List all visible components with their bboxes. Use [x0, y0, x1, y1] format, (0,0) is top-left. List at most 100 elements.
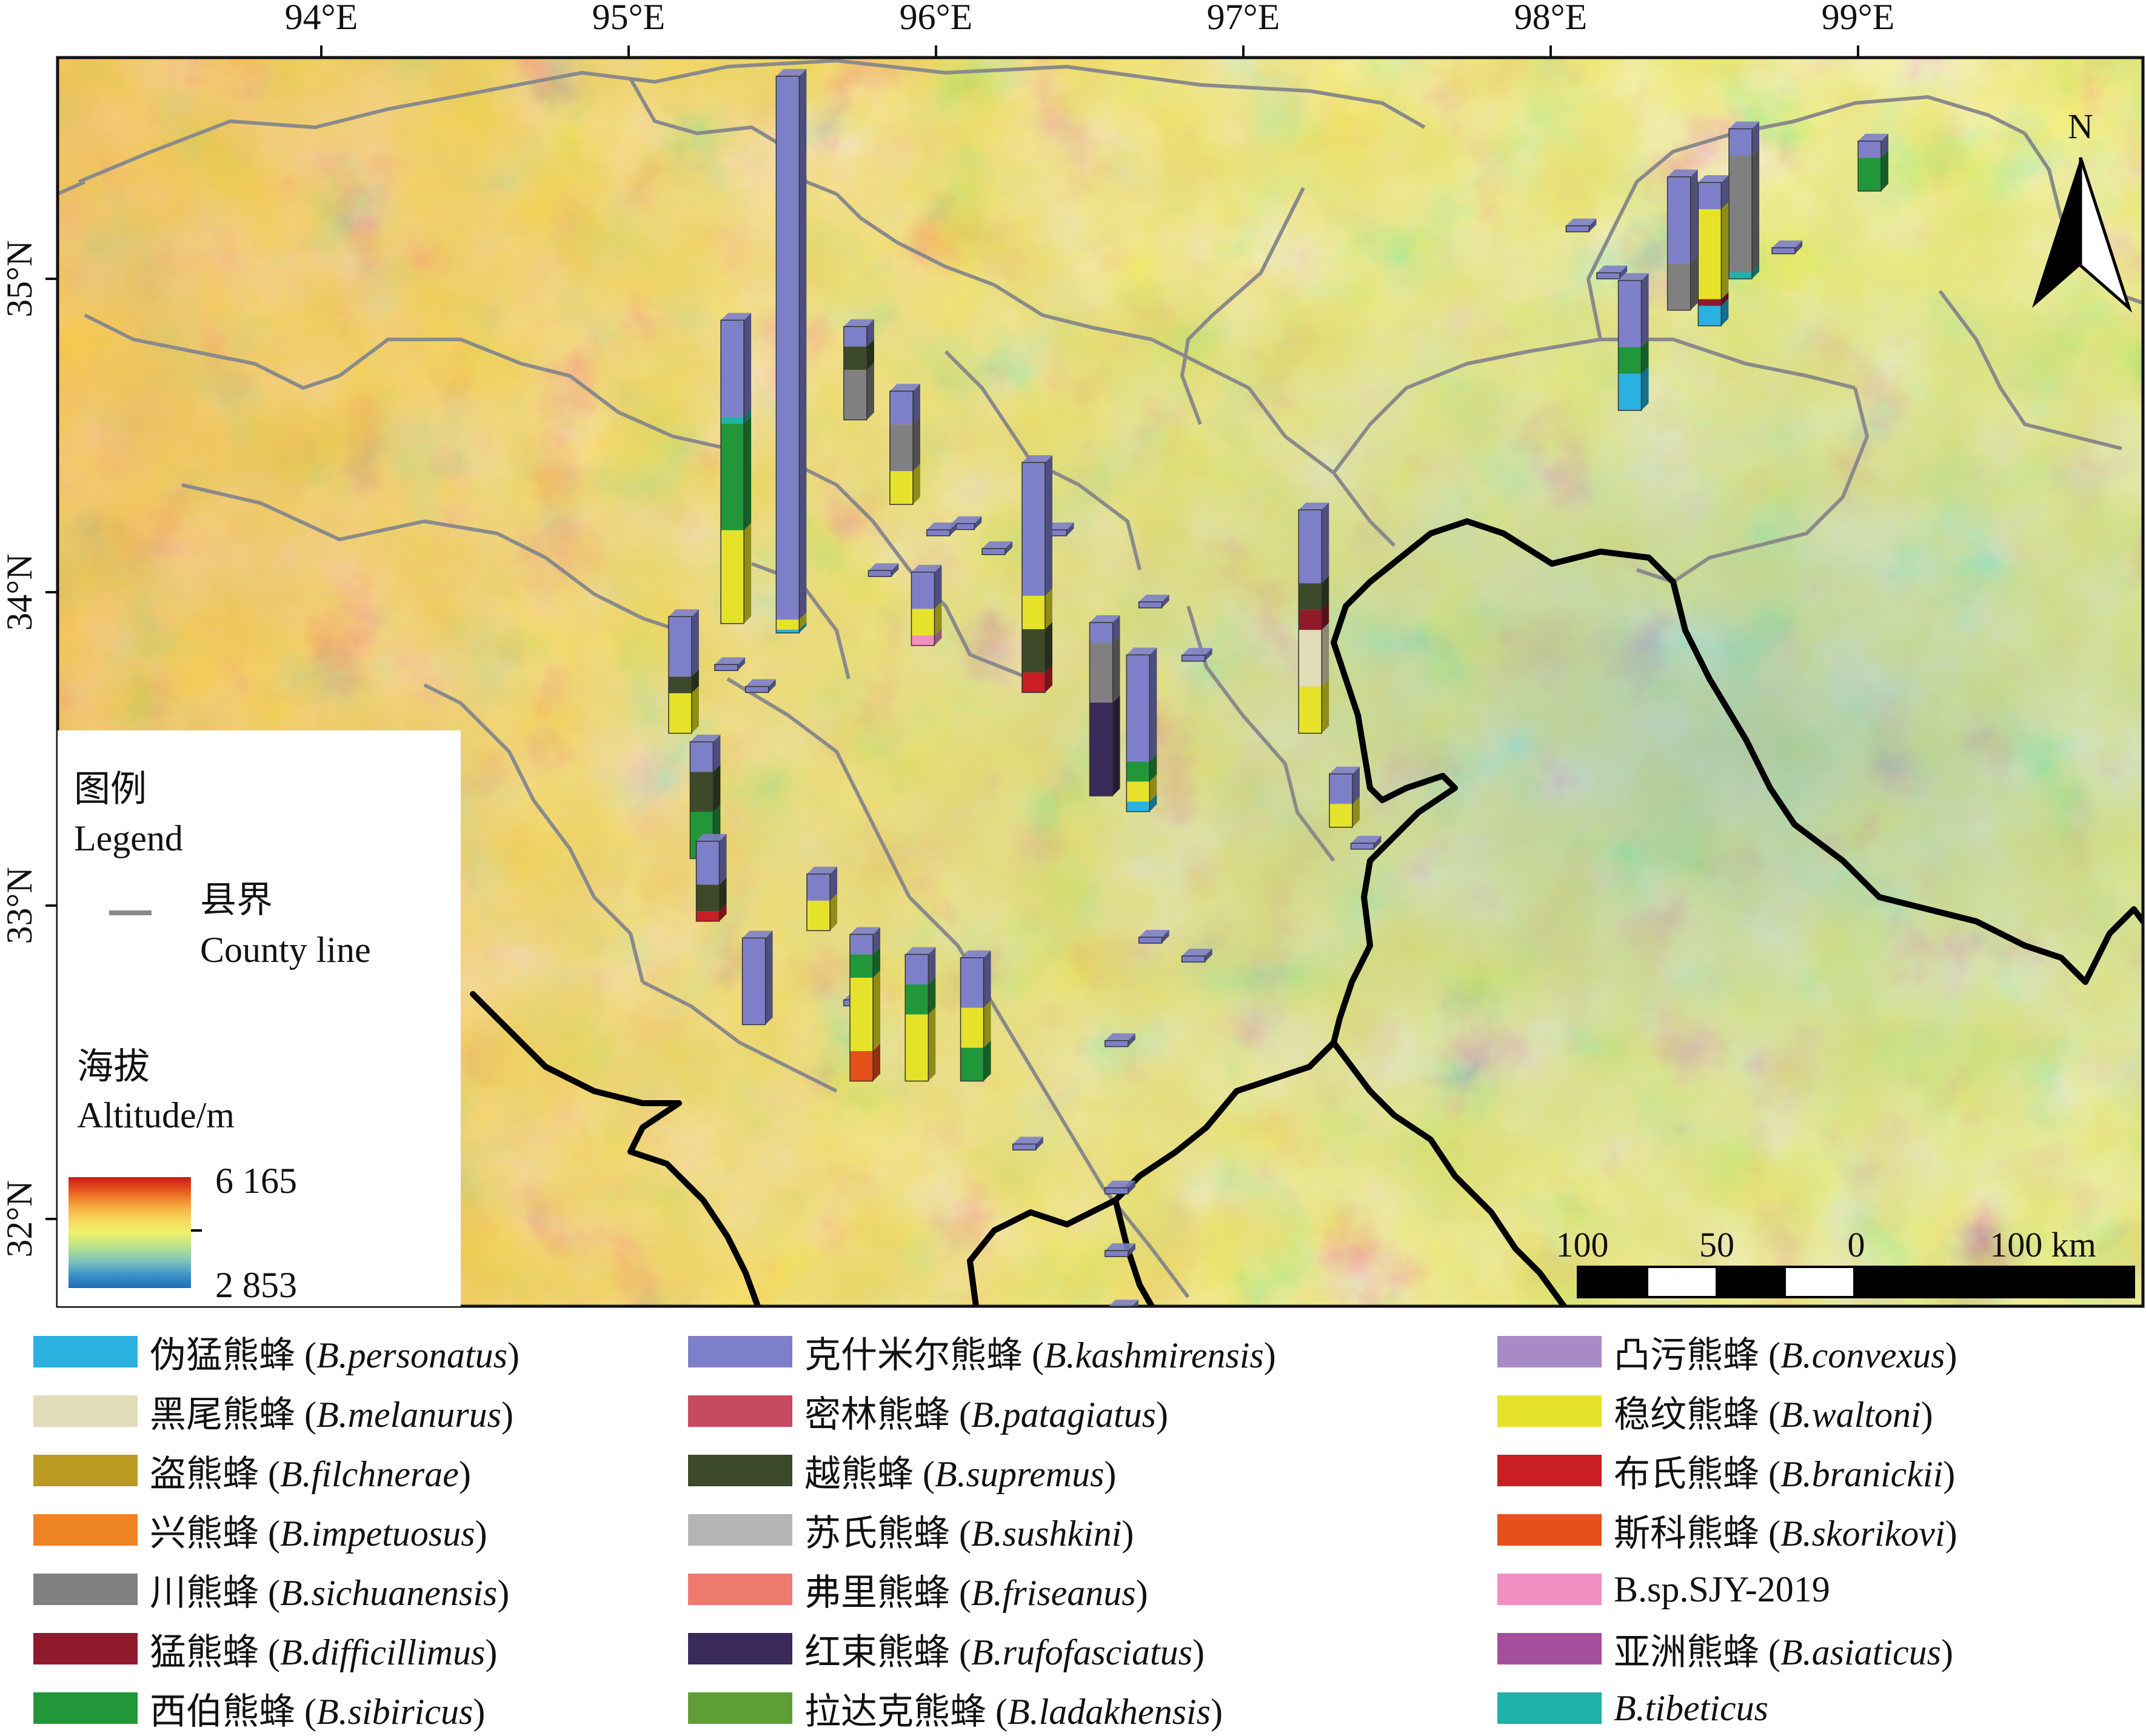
bar-segment	[1772, 247, 1796, 254]
species-name-cn: 密林熊蜂	[804, 1393, 950, 1436]
bar-segment	[1618, 347, 1642, 374]
species-name-latin: B.ladakhensis	[1007, 1691, 1211, 1732]
bar-segment	[1043, 530, 1067, 536]
bar-segment	[1126, 801, 1150, 812]
bar-segment	[868, 570, 892, 577]
bar-side	[713, 734, 721, 772]
lon-label: 99°E	[1822, 0, 1895, 37]
altitude-min-label: 2 853	[215, 1265, 297, 1305]
species-legend-item: 凸污熊蜂 (B.convexus)	[1497, 1324, 1957, 1379]
scale-label-100km: 100 km	[1990, 1225, 2096, 1264]
bar-side	[983, 1040, 991, 1081]
species-swatch	[688, 1455, 792, 1486]
map-legend: 图例 Legend 县界 County line 海拔 Altitude/m 6…	[58, 730, 461, 1306]
bar-side	[691, 609, 699, 677]
bar-top	[1105, 1180, 1135, 1188]
bar-segment	[1126, 655, 1150, 762]
bar-segment	[1698, 182, 1722, 210]
bar-top	[1351, 836, 1382, 844]
species-swatch	[33, 1692, 138, 1724]
bar-top	[1329, 766, 1360, 774]
species-swatch	[688, 1633, 792, 1664]
lon-label: 94°E	[285, 0, 358, 37]
bar-side	[1322, 576, 1329, 610]
small-site-bar	[1771, 240, 1803, 255]
species-name-latin: B.difficillimus	[279, 1632, 486, 1672]
species-name-cn: 克什米尔熊蜂	[804, 1334, 1023, 1377]
species-name-cn: 拉达克熊蜂	[804, 1690, 986, 1733]
bar-segment	[1105, 1040, 1128, 1047]
bar-side	[1035, 1137, 1043, 1150]
species-legend-item: 亚洲熊蜂 (B.asiaticus)	[1497, 1621, 1953, 1676]
species-swatch	[688, 1574, 792, 1605]
bar-side	[1752, 121, 1760, 156]
species-swatch	[33, 1574, 138, 1605]
species-name-cn: 兴熊蜂	[150, 1512, 259, 1555]
bar-side	[1149, 774, 1157, 802]
bar-top	[960, 950, 991, 958]
map-frame	[56, 56, 2145, 1308]
species-legend-item: 盗熊蜂 (B.filchnerae)	[33, 1443, 471, 1498]
species-legend-item: 兴熊蜂 (B.impetuosus)	[33, 1503, 487, 1557]
scale-label-100: 100	[1556, 1225, 1609, 1264]
small-site-bar	[1596, 265, 1628, 279]
site-bar-stack	[1697, 175, 1729, 327]
bar-segment	[982, 549, 1006, 555]
bar-segment	[960, 1007, 984, 1048]
species-legend-item: 克什米尔熊蜂 (B.kashmirensis)	[688, 1324, 1276, 1379]
bar-segment	[1021, 629, 1045, 673]
bar-top	[843, 319, 874, 327]
bar-top	[1109, 1300, 1138, 1306]
bar-segment	[889, 471, 913, 505]
bar-segment	[1729, 272, 1753, 279]
bar-segment	[1089, 623, 1113, 643]
north-label: N	[2068, 107, 2093, 146]
bar-side	[1690, 169, 1698, 264]
bar-segment	[1299, 610, 1322, 630]
bar-segment	[1089, 643, 1113, 703]
species-swatch	[688, 1336, 792, 1367]
bar-segment	[1126, 761, 1150, 782]
species-name-cn: 布氏熊蜂	[1614, 1452, 1759, 1495]
species-swatch	[1497, 1574, 1602, 1605]
bar-top	[1138, 930, 1169, 938]
species-name-cn: 亚洲熊蜂	[1614, 1631, 1759, 1674]
bar-top	[850, 927, 881, 935]
species-swatch	[688, 1692, 792, 1724]
small-site-bar	[714, 657, 745, 671]
bar-segment	[1105, 1250, 1128, 1257]
bar-top	[1618, 273, 1649, 281]
lon-label: 97°E	[1207, 0, 1280, 37]
altitude-max-label: 6 165	[215, 1161, 297, 1201]
species-legend-item: 弗里熊蜂 (B.friseanus)	[688, 1562, 1148, 1617]
site-bar-stack	[775, 68, 807, 633]
bar-segment	[960, 958, 984, 1008]
bar-side	[1045, 665, 1052, 693]
bar-segment	[1182, 956, 1205, 963]
bar-segment	[1089, 703, 1113, 796]
species-name-cn: 伪猛熊蜂	[150, 1334, 295, 1377]
bar-side	[744, 409, 752, 424]
bar-side	[713, 764, 721, 812]
species-name-latin: B.asiaticus	[1780, 1632, 1941, 1672]
bar-segment	[696, 841, 720, 885]
bar-side	[1352, 766, 1360, 804]
bar-segment	[1566, 225, 1589, 232]
bar-top	[1138, 594, 1169, 602]
species-name-cn: 弗里熊蜂	[804, 1571, 950, 1614]
species-name-cn: 稳纹熊蜂	[1614, 1393, 1759, 1436]
bar-top	[1105, 1243, 1135, 1251]
bar-side	[1641, 273, 1649, 347]
site-bar-stack	[1126, 647, 1157, 812]
bar-segment	[690, 741, 714, 772]
small-site-bar	[951, 516, 982, 530]
bar-top	[868, 563, 899, 571]
site-bar-stack	[889, 384, 920, 505]
bar-side	[1352, 796, 1360, 827]
species-legend-item: 斯科熊蜂 (B.skorikovi)	[1497, 1503, 1957, 1557]
altitude-color-ramp	[69, 1177, 191, 1288]
bar-side	[1205, 949, 1212, 963]
bar-side	[830, 866, 838, 901]
scale-label-0: 0	[1848, 1225, 1865, 1264]
bar-segment	[1021, 462, 1045, 596]
